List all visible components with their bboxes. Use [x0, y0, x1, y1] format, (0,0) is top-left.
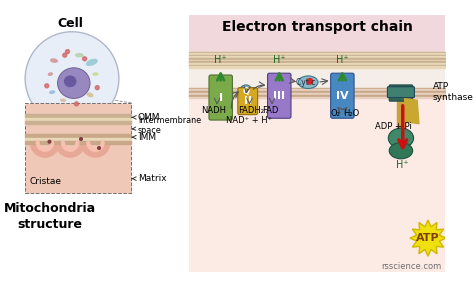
- Text: H⁺: H⁺: [396, 160, 409, 170]
- Text: NAD⁺ + H⁺: NAD⁺ + H⁺: [227, 115, 273, 125]
- Circle shape: [82, 57, 87, 61]
- FancyBboxPatch shape: [238, 88, 258, 115]
- Bar: [397, 99, 404, 127]
- Text: Cell: Cell: [57, 17, 83, 30]
- Polygon shape: [404, 99, 419, 124]
- Text: ATP
synthase: ATP synthase: [432, 82, 474, 102]
- Text: IV: IV: [336, 91, 349, 101]
- Bar: [189, 68, 445, 88]
- Text: rsscience.com: rsscience.com: [381, 262, 441, 271]
- Text: Cristae: Cristae: [30, 177, 62, 186]
- Text: ATP: ATP: [416, 233, 440, 243]
- Ellipse shape: [64, 75, 76, 87]
- Circle shape: [98, 147, 100, 149]
- Circle shape: [63, 53, 67, 57]
- Ellipse shape: [87, 92, 93, 97]
- Bar: [189, 89, 445, 272]
- Text: FAD: FAD: [262, 106, 278, 115]
- Circle shape: [25, 32, 119, 126]
- Text: Matrix: Matrix: [132, 174, 166, 183]
- Ellipse shape: [60, 99, 66, 102]
- Text: Mitochondria
structure: Mitochondria structure: [3, 202, 96, 231]
- Text: H₂O: H₂O: [343, 109, 359, 118]
- Text: IMM: IMM: [132, 133, 156, 142]
- FancyBboxPatch shape: [209, 75, 232, 120]
- FancyBboxPatch shape: [387, 87, 414, 98]
- Ellipse shape: [48, 72, 53, 76]
- Text: OMM: OMM: [132, 113, 160, 122]
- Bar: [189, 15, 445, 272]
- Text: I: I: [219, 93, 223, 102]
- Text: ADP + Pi: ADP + Pi: [375, 122, 412, 131]
- Text: Intermembrane
space: Intermembrane space: [132, 116, 201, 135]
- Ellipse shape: [75, 53, 84, 57]
- Bar: [25, 103, 131, 193]
- Circle shape: [45, 84, 49, 88]
- Text: NADH: NADH: [201, 106, 226, 115]
- Circle shape: [48, 140, 51, 143]
- Ellipse shape: [49, 90, 55, 94]
- Ellipse shape: [86, 59, 98, 66]
- FancyBboxPatch shape: [267, 73, 291, 118]
- Polygon shape: [410, 220, 446, 256]
- Text: H⁺: H⁺: [336, 55, 349, 65]
- Text: FADH₂: FADH₂: [238, 106, 264, 115]
- Ellipse shape: [50, 58, 58, 63]
- Circle shape: [95, 86, 99, 90]
- Text: Cyt c: Cyt c: [296, 78, 315, 87]
- Ellipse shape: [388, 128, 413, 148]
- FancyBboxPatch shape: [389, 85, 413, 101]
- Ellipse shape: [298, 76, 318, 89]
- Text: Electron transport chain: Electron transport chain: [222, 20, 412, 34]
- Ellipse shape: [57, 68, 90, 99]
- Text: II: II: [244, 96, 252, 106]
- Circle shape: [240, 85, 252, 98]
- Text: H⁺: H⁺: [273, 55, 285, 65]
- Text: III: III: [273, 91, 285, 101]
- Circle shape: [80, 138, 82, 140]
- Circle shape: [74, 102, 79, 106]
- FancyBboxPatch shape: [331, 73, 354, 118]
- Text: Q: Q: [242, 87, 249, 96]
- Ellipse shape: [92, 72, 99, 76]
- Text: O₂: O₂: [330, 109, 340, 118]
- Text: H⁺: H⁺: [214, 55, 227, 65]
- Ellipse shape: [389, 143, 413, 159]
- Circle shape: [65, 50, 70, 54]
- Circle shape: [307, 79, 313, 84]
